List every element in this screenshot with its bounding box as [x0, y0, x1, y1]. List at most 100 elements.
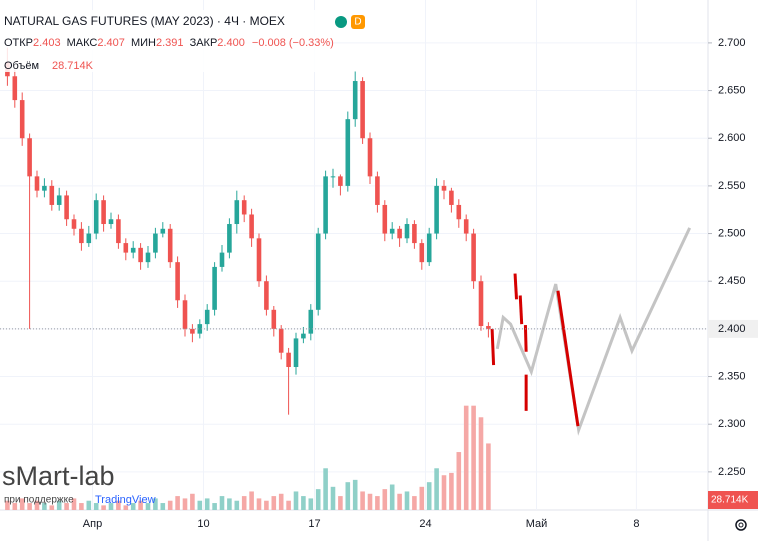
candle-body [79, 228, 84, 244]
legend-label: ОТКР [4, 37, 33, 49]
candle-body [367, 138, 373, 177]
volume-bar [197, 500, 203, 510]
candle-body [264, 281, 269, 310]
candle-body [241, 200, 247, 215]
candle-body [471, 233, 476, 282]
volume-bar [345, 482, 351, 510]
candle-body [56, 195, 62, 205]
candle-body [301, 333, 306, 339]
price-tag [708, 319, 758, 338]
legend-value: 2.403 [33, 37, 61, 49]
legend-change: −0.008 (−0.33%) [252, 37, 334, 49]
candle-body [34, 176, 40, 191]
y-tick-label: 2.650 [718, 84, 746, 96]
drawing-line [518, 295, 524, 325]
candle-body [101, 200, 106, 225]
drawing-line [556, 290, 580, 427]
volume-bar [56, 500, 62, 510]
drawing-line [495, 227, 692, 436]
volume-bar [478, 417, 484, 510]
candle-body [434, 185, 439, 234]
volume-bar [434, 468, 439, 510]
candle-body [463, 219, 469, 234]
volume-bar [227, 498, 232, 510]
volume-bar [71, 498, 77, 510]
legend-bg [0, 10, 330, 72]
y-tick-label: 2.700 [718, 37, 746, 49]
volume-tag [708, 491, 758, 509]
volume-bar [264, 500, 269, 510]
candle-body [286, 352, 291, 368]
candle-body [352, 81, 358, 120]
candle-body [204, 309, 210, 325]
legend-label: ЗАКР [190, 37, 218, 49]
gear[interactable] [735, 519, 747, 531]
volume-bar [182, 498, 188, 510]
volume-bar [64, 503, 69, 510]
volume-bar [34, 500, 40, 510]
legend-value: 2.407 [97, 37, 125, 49]
settings-icon[interactable] [735, 519, 747, 531]
candle-body [123, 243, 129, 253]
candle-body [138, 247, 143, 263]
volume-bar [456, 452, 462, 510]
candle-body [315, 233, 321, 310]
candle-body [404, 224, 410, 239]
volume-bar [212, 503, 217, 510]
candle-body [360, 81, 365, 139]
candle-body [49, 185, 55, 205]
support-text: при поддержке [4, 495, 74, 506]
volume-bar [293, 491, 299, 510]
watermark: sMart-lab [2, 461, 115, 491]
candle-body [86, 233, 92, 244]
volume-bar [204, 498, 210, 510]
candle-body [93, 200, 99, 234]
volume-bar [367, 493, 373, 510]
volume-label: Объём [4, 60, 39, 72]
candle-body [330, 176, 336, 178]
gear-hub[interactable] [738, 522, 744, 528]
volume-bar [412, 496, 417, 510]
drawing-line [523, 325, 528, 352]
candle-body [167, 228, 173, 263]
candle-body [182, 300, 188, 329]
volume-bar [330, 486, 336, 510]
chart-title: NATURAL GAS FUTURES (MAY 2023) · 4Ч · MO… [4, 14, 285, 28]
candle-body [175, 262, 180, 301]
volume-bar [441, 475, 447, 510]
volume-tag-label: 28.714K [711, 495, 749, 506]
candle-body [375, 176, 380, 205]
candle-body [456, 204, 462, 220]
y-tick-label: 2.550 [718, 180, 746, 192]
volume-bar [79, 503, 84, 510]
legend-label: МАКС [67, 37, 98, 49]
badge-bg [351, 15, 365, 29]
volume-bar [160, 503, 166, 510]
candle-body [153, 233, 158, 253]
volume-bar [308, 498, 314, 510]
candle-body [323, 176, 328, 234]
volume-bar [338, 496, 343, 510]
volume-bar [130, 503, 136, 510]
volume-bar [249, 491, 254, 510]
price-tag-label: 2.400 [718, 323, 746, 335]
x-tick-label: 24 [419, 518, 431, 530]
volume-bar [86, 500, 92, 510]
candle-body [478, 281, 484, 327]
volume-bar [5, 500, 10, 510]
candle-body [271, 309, 277, 329]
volume-bar [486, 443, 491, 510]
candle-body [227, 224, 232, 253]
volume-bar [286, 500, 291, 510]
status-dot [335, 16, 347, 28]
volume-value: 28.714K [52, 60, 94, 72]
volume-bar [219, 496, 225, 510]
volume-bar [12, 503, 18, 510]
volume-bar [323, 468, 328, 510]
candle-body [486, 326, 491, 329]
volume-bar [382, 489, 388, 510]
y-tick-label: 2.450 [718, 275, 746, 287]
candle-body [419, 243, 425, 263]
candle-body [441, 185, 447, 191]
volume-bar [315, 489, 321, 510]
